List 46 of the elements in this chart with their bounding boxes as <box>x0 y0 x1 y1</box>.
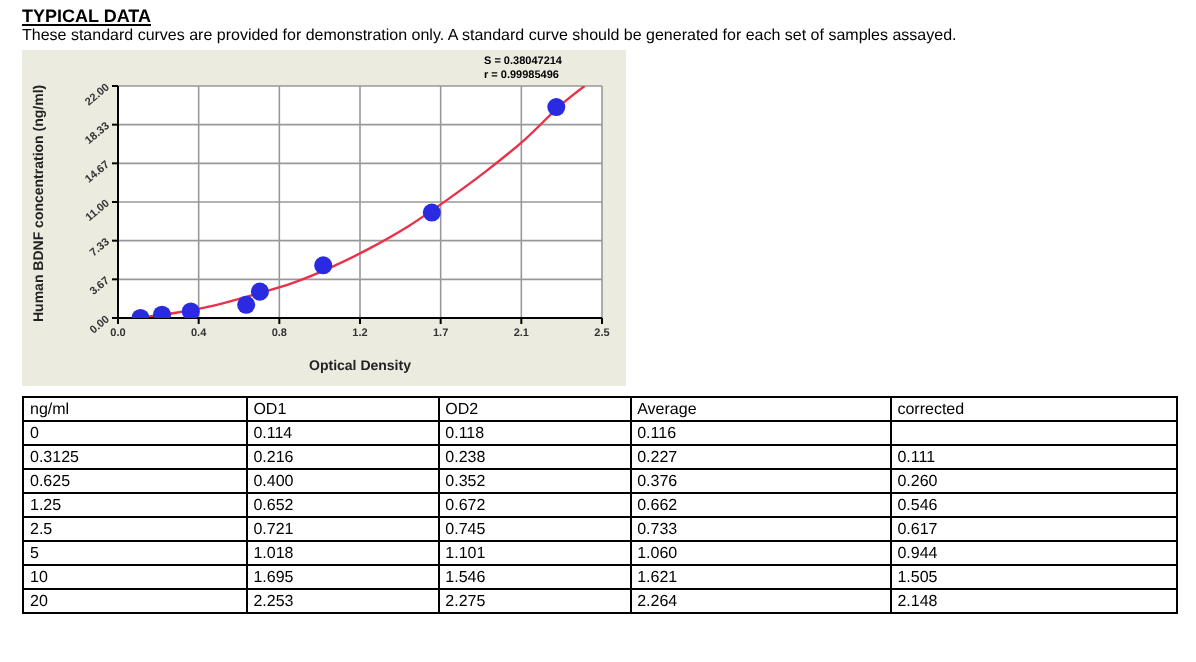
text: 2.264 <box>637 592 678 610</box>
text: 0 <box>30 424 39 442</box>
text: 0.400 <box>253 472 294 490</box>
category-label: Average <box>630 397 891 421</box>
category-label: OD1 <box>246 397 439 421</box>
text: 0.546 <box>897 496 938 514</box>
text: 0.352 <box>445 472 486 490</box>
text: 2.5 <box>30 520 53 538</box>
text: 0.733 <box>637 520 678 538</box>
text: 0.114 <box>253 424 293 442</box>
text: 0.3125 <box>30 448 79 466</box>
text: 1.060 <box>637 544 678 562</box>
chart-title: TYPICAL DATA <box>22 6 153 26</box>
text: 0.721 <box>253 520 294 538</box>
text: 0.216 <box>253 448 294 466</box>
category-label: ng/ml <box>23 397 247 421</box>
text: 0.652 <box>253 496 294 514</box>
text: 0.238 <box>445 448 486 466</box>
text: 1.546 <box>445 568 486 586</box>
text: 0.625 <box>30 472 71 490</box>
text: 0.672 <box>445 496 486 514</box>
text: 1.018 <box>253 544 294 562</box>
text: 1.25 <box>30 496 62 514</box>
text: 0.116 <box>637 424 677 442</box>
text: 0.745 <box>445 520 486 538</box>
category-label: OD2 <box>438 397 631 421</box>
text: 0.118 <box>445 424 485 442</box>
text: 1.621 <box>637 568 678 586</box>
chart-subtitle: These standard curves are provided for demonstration only. A standard curve should be generated for each set of samples assayed. <box>22 26 959 44</box>
text: 1.695 <box>253 568 294 586</box>
text: 2.253 <box>253 592 294 610</box>
text: 1.101 <box>445 544 486 562</box>
text: 0.227 <box>637 448 678 466</box>
text: 0.617 <box>897 520 938 538</box>
text: 10 <box>30 568 48 586</box>
text: 0.662 <box>637 496 678 514</box>
text: 0.111 <box>897 448 936 466</box>
text: 2.275 <box>445 592 486 610</box>
text: 0.944 <box>897 544 938 562</box>
text: 1.505 <box>897 568 938 586</box>
text: 0.260 <box>897 472 938 490</box>
category-label: corrected <box>890 397 1177 421</box>
text: 5 <box>30 544 39 562</box>
text: 0.376 <box>637 472 678 490</box>
text: 2.148 <box>897 592 938 610</box>
text: 20 <box>30 592 48 610</box>
